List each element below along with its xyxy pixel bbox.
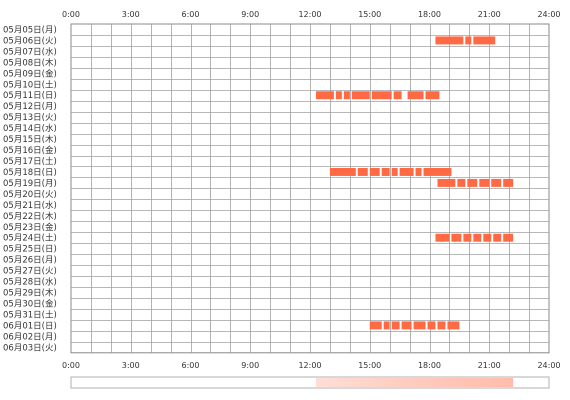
activity-bar [315,91,334,100]
day-labels: 05月05日(月)05月06日(火)05月07日(水)05月08日(木)05月0… [3,25,57,353]
activity-bar [437,178,456,187]
activity-bar [381,167,390,176]
activity-bar [467,178,478,187]
x-tick-label-bottom: 12:00 [298,361,321,370]
x-tick-label-top: 0:00 [62,10,80,19]
activity-bar [427,321,436,330]
day-label: 05月22日(木) [3,211,57,222]
day-label: 05月08日(木) [3,57,57,68]
day-label: 05月28日(水) [3,277,57,288]
summary-strip-density [315,378,514,387]
activity-bar [491,178,502,187]
day-label: 05月05日(月) [3,25,57,35]
activity-bar [391,167,398,176]
activity-bar [383,321,390,330]
day-label: 05月18日(日) [3,168,57,178]
activity-bar [451,233,462,242]
activity-bar [425,91,440,100]
summary-strip-frame [70,376,550,389]
x-tick-label-bottom: 24:00 [537,361,560,370]
day-label: 05月23日(金) [3,222,57,233]
activity-bars [315,36,514,330]
day-label: 05月26日(月) [3,256,57,266]
day-label: 05月15日(木) [3,134,57,145]
day-label: 05月29日(木) [3,288,57,299]
activity-bar [343,91,350,100]
activity-bar [493,233,502,242]
x-tick-label-top: 18:00 [418,10,441,19]
day-label: 05月27日(火) [3,267,57,277]
activity-bar [479,178,490,187]
activity-bar [435,36,464,45]
day-label: 05月14日(水) [3,123,57,134]
activity-bar [423,167,452,176]
day-label: 05月24日(土) [3,233,57,244]
day-label: 05月10日(土) [3,79,57,90]
activity-bar [407,91,424,100]
x-tick-label-top: 12:00 [298,10,321,19]
summary-strip [70,376,550,389]
activity-bar [357,167,368,176]
day-label: 05月20日(火) [3,190,57,200]
x-tick-label-top: 21:00 [478,10,501,19]
activity-bar [369,321,382,330]
activity-bar [371,91,392,100]
x-tick-label-top: 6:00 [182,10,200,19]
activity-bar [473,233,482,242]
day-label: 05月19日(月) [3,179,57,189]
day-label: 06月02日(月) [3,332,57,342]
day-label: 05月07日(水) [3,46,57,57]
day-label: 05月16日(金) [3,145,57,156]
activity-bar [351,91,370,100]
day-label: 05月12日(月) [3,102,57,112]
activity-bar [473,36,496,45]
activity-bar [335,91,342,100]
day-label: 05月30日(金) [3,298,57,309]
day-label: 05月21日(水) [3,200,57,211]
x-tick-label-top: 24:00 [537,10,560,19]
day-label: 05月31日(土) [3,309,57,320]
x-tick-label-bottom: 3:00 [122,361,140,370]
activity-bar [463,233,472,242]
x-tick-label-bottom: 18:00 [418,361,441,370]
activity-bar [413,321,426,330]
chart-grid [70,23,550,354]
activity-bar [415,167,422,176]
day-label: 05月09日(金) [3,68,57,79]
activity-bar [401,321,412,330]
day-label: 05月17日(土) [3,156,57,167]
x-tick-label-bottom: 21:00 [478,361,501,370]
activity-bar [435,233,450,242]
activity-bar [503,178,514,187]
day-label: 05月06日(火) [3,36,57,46]
x-tick-label-top: 15:00 [358,10,381,19]
x-tick-label-top: 3:00 [122,10,140,19]
activity-bar [399,167,414,176]
x-tick-label-bottom: 0:00 [62,361,80,370]
day-label: 05月25日(日) [3,245,57,255]
activity-bar [393,91,402,100]
day-label: 05月11日(日) [3,91,57,101]
activity-bar [483,233,492,242]
day-label: 06月03日(火) [3,343,57,353]
x-tick-label-bottom: 15:00 [358,361,381,370]
activity-bar [447,321,460,330]
day-label: 06月01日(日) [3,321,57,331]
activity-bar [369,167,380,176]
activity-bar [437,321,446,330]
activity-bar [503,233,514,242]
activity-bar [391,321,400,330]
x-tick-label-top: 9:00 [241,10,259,19]
activity-bar [457,178,466,187]
x-axis-top: 0:00 3:00 6:00 9:00 12:00 15:00 18:00 21:00 24:0… [62,10,561,19]
x-tick-label-bottom: 6:00 [182,361,200,370]
activity-bar [329,167,356,176]
day-label: 05月13日(火) [3,113,57,123]
x-tick-label-bottom: 9:00 [241,361,259,370]
activity-bar [465,36,472,45]
x-axis-bottom: 0:00 3:00 6:00 9:00 12:00 15:00 18:00 21:00 24:0… [62,361,561,370]
